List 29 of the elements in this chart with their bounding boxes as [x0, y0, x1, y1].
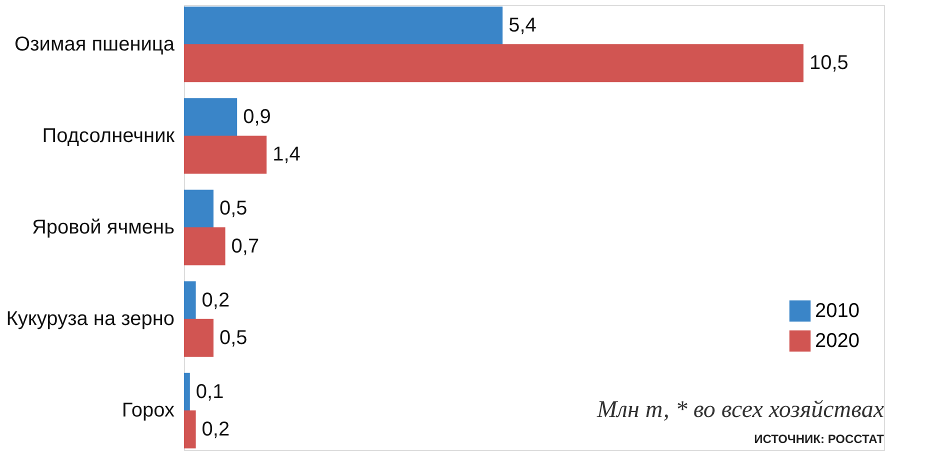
bar: [184, 44, 804, 82]
data-label: 0,2: [202, 289, 230, 312]
legend-label: 2010: [815, 300, 860, 322]
y-tick-label: Озимая пшеница: [14, 33, 176, 56]
bar: [184, 227, 226, 266]
annotation: ИСТОЧНИК: РОССТАТ: [754, 432, 885, 446]
bar: [184, 372, 190, 411]
annotation: Млн т, * во всех хозяйствах: [596, 397, 884, 423]
bar: [184, 318, 214, 357]
data-label: 0,9: [243, 106, 271, 128]
data-label: 0,7: [231, 235, 260, 258]
y-tick-label: Горох: [122, 400, 174, 422]
y-tick-label: Подсолнечник: [42, 124, 175, 147]
data-label: 1,4: [272, 144, 300, 166]
bar: [184, 190, 214, 228]
data-label: 0,5: [220, 326, 248, 349]
bar: [184, 281, 196, 320]
data-label: 0,5: [220, 198, 248, 220]
bar: [184, 136, 267, 174]
data-label: 0,1: [196, 380, 224, 403]
bar: [184, 6, 503, 45]
data-label: 5,4: [508, 14, 536, 37]
bar: [184, 410, 196, 448]
legend-label: 2020: [815, 330, 860, 352]
y-tick-label: Кукуруза на зерно: [6, 308, 174, 330]
data-label: 0,2: [202, 418, 230, 440]
y-tick-label: Яровой ячмень: [32, 216, 174, 238]
bar: [184, 98, 238, 136]
data-label: 10,5: [809, 52, 848, 74]
